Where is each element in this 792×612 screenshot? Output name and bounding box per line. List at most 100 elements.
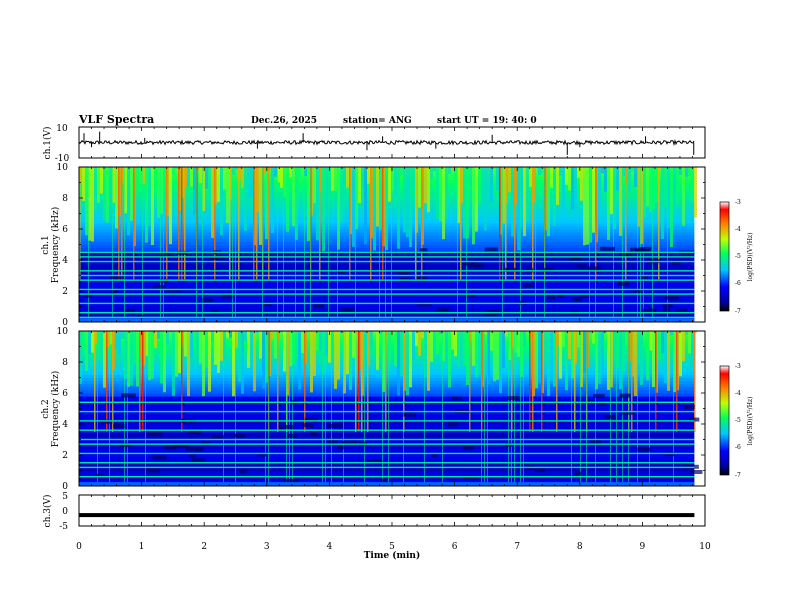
spectrogram-band — [79, 414, 695, 419]
spectrogram-column — [115, 331, 118, 351]
time-tick-1: 1 — [139, 542, 145, 552]
low-power-patch — [278, 424, 293, 429]
spectrogram-column — [640, 167, 643, 244]
sferic-burst — [277, 331, 279, 433]
spectrogram-column — [151, 331, 154, 379]
spectrogram-column — [415, 331, 418, 346]
hum-line — [79, 316, 695, 319]
spectrogram-column — [670, 167, 673, 248]
spectrogram-column — [685, 167, 688, 178]
hum-line — [79, 410, 695, 413]
sferic-line — [295, 167, 296, 322]
low-power-patch — [302, 423, 314, 428]
sferic-burst — [658, 167, 660, 280]
spectrogram-column — [343, 167, 346, 198]
hum-line — [79, 274, 695, 277]
sferic-burst — [181, 167, 183, 280]
spectrogram-column — [292, 167, 295, 227]
sferic-burst — [121, 167, 123, 280]
spectrogram-column — [169, 331, 172, 333]
spectrogram-column — [523, 331, 526, 346]
spectrogram-column — [487, 167, 490, 210]
sferic-line — [265, 331, 266, 486]
ch2-freq-tick-6: 6 — [62, 389, 68, 399]
spectrogram-column — [652, 167, 655, 210]
low-power-patch — [342, 440, 358, 445]
spectrogram-column — [535, 167, 538, 169]
ch1-cb-tick-m4: -4 — [735, 226, 741, 233]
spectrogram-column — [583, 167, 586, 246]
ch1-ytick-top: 10 — [56, 124, 68, 134]
spectrogram-column — [481, 167, 484, 207]
hum-line — [79, 443, 695, 445]
spectrogram-column — [550, 331, 553, 381]
spectrogram-column — [622, 167, 625, 177]
spectrogram-column — [409, 331, 412, 388]
spectrogram-column — [577, 167, 580, 179]
spectrogram-column — [463, 167, 466, 239]
low-power-patch — [84, 293, 92, 298]
spectrogram-column — [544, 331, 547, 364]
sferic-line — [508, 331, 509, 486]
spectrogram-column — [283, 167, 286, 198]
low-power-patch — [288, 433, 297, 438]
ch2-freq-tick-4: 4 — [62, 420, 68, 430]
spectrogram-column — [520, 167, 523, 208]
low-power-patch — [671, 260, 681, 265]
spectrogram-column — [421, 331, 424, 339]
low-power-patch — [304, 417, 318, 422]
low-power-patch — [535, 468, 546, 473]
spectrogram-column — [376, 167, 379, 227]
low-power-patch — [504, 442, 512, 447]
spectrogram-column — [238, 331, 241, 382]
sferic-burst — [532, 167, 534, 280]
time-tick-0: 0 — [76, 542, 82, 552]
spectrogram-column — [562, 167, 565, 218]
spectrogram-column — [313, 331, 316, 376]
sferic-line — [88, 167, 89, 322]
spectrogram-column — [418, 331, 421, 356]
sferic-line — [202, 167, 203, 322]
spectrogram-column — [433, 167, 436, 172]
hum-line — [79, 279, 695, 281]
spectrogram-column — [517, 167, 520, 251]
spectrogram-column — [502, 331, 505, 368]
low-power-patch — [337, 445, 344, 450]
time-axis: 0 1 2 3 4 5 6 7 8 9 10 Time (min) — [76, 542, 711, 561]
sferic-line — [637, 167, 638, 322]
spectrogram-column — [487, 331, 490, 385]
spectrogram-column — [247, 331, 250, 368]
low-power-patch — [484, 247, 498, 252]
spectrogram-column — [172, 331, 175, 396]
spectrogram-column — [130, 167, 133, 221]
spectrogram-column — [679, 167, 682, 175]
spectrogram-column — [445, 167, 448, 220]
spectrogram-column — [439, 167, 442, 222]
spectrogram-column — [580, 167, 583, 201]
spectrogram-column — [208, 331, 211, 392]
sferic-line — [610, 331, 611, 486]
spectrogram-column — [208, 167, 211, 205]
spectrogram-column — [448, 331, 451, 388]
spectrogram-floor — [79, 318, 695, 322]
spectrogram-column — [307, 167, 310, 242]
spectrogram-column — [499, 331, 502, 394]
low-power-patch — [337, 269, 346, 274]
spectrogram-column — [682, 167, 685, 226]
spectrogram-column — [406, 331, 409, 396]
ch1-frequency-label: Frequency (kHz) — [50, 207, 61, 284]
spectrogram-column — [679, 331, 682, 377]
spectrogram-column — [409, 167, 412, 248]
spectrogram-column — [514, 331, 517, 353]
spectrogram-column — [154, 331, 157, 349]
spectrogram-column — [361, 167, 364, 190]
ch1-ytick-bottom: -10 — [55, 154, 70, 164]
ch1-cb-tick-m7: -7 — [735, 308, 741, 315]
spectrogram-band — [79, 281, 695, 286]
low-power-patch — [503, 267, 517, 272]
sferic-line — [385, 167, 386, 322]
spectrogram-column — [88, 167, 91, 241]
figure-title: VLF Spectra — [78, 113, 154, 126]
sferic-line — [310, 167, 311, 322]
spectrogram-column — [388, 331, 391, 362]
